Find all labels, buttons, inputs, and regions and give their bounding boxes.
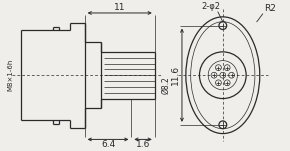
Text: R2: R2 (264, 4, 276, 13)
Text: 1.6: 1.6 (136, 140, 150, 149)
Text: 11: 11 (114, 3, 126, 12)
Text: 6.4: 6.4 (101, 140, 115, 149)
Text: M8×1-6h: M8×1-6h (8, 59, 14, 91)
Text: Ø8.2: Ø8.2 (162, 76, 171, 94)
Text: 2-φ2: 2-φ2 (202, 2, 221, 11)
Text: 11.6: 11.6 (171, 65, 180, 85)
